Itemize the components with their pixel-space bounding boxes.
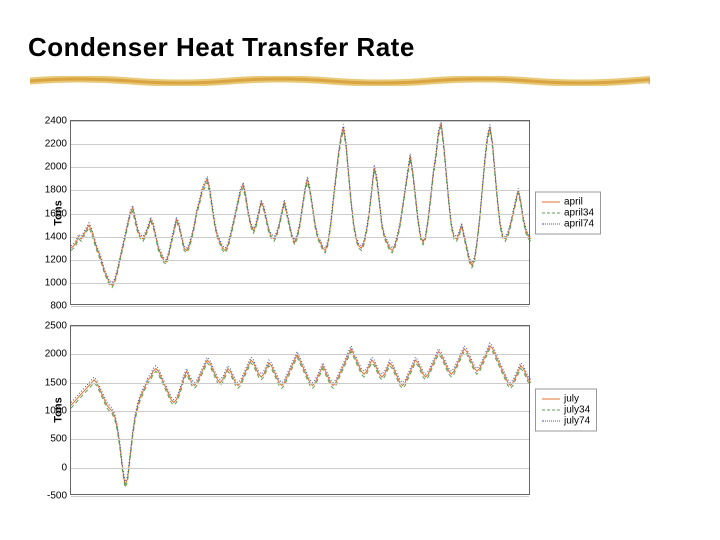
legend-row: april74 <box>542 218 594 229</box>
gridline <box>71 190 529 191</box>
ytick-label: 1800 <box>45 185 67 196</box>
series-line <box>71 127 531 288</box>
legend-label: april34 <box>564 207 594 218</box>
gridline <box>71 468 529 469</box>
gridline <box>71 383 529 384</box>
page-title: Condenser Heat Transfer Rate <box>28 32 415 63</box>
gridline <box>71 326 529 327</box>
legend-label: april74 <box>564 218 594 229</box>
legend-swatch <box>542 410 560 411</box>
ytick-label: 0 <box>61 462 67 473</box>
legend-row: july74 <box>542 416 590 427</box>
legend-row: april34 <box>542 207 594 218</box>
legend-label: july <box>564 394 579 405</box>
chart-april: Tons aprilapril34april74 800100012001400… <box>70 120 530 305</box>
ytick-label: 2500 <box>45 321 67 332</box>
series-line <box>71 121 531 283</box>
legend-swatch <box>542 212 560 213</box>
ytick-label: 2000 <box>45 349 67 360</box>
ytick-label: 800 <box>50 301 67 312</box>
ytick-label: -500 <box>47 491 67 502</box>
ytick-label: 1000 <box>45 277 67 288</box>
gridline <box>71 121 529 122</box>
legend-swatch <box>542 201 560 202</box>
ytick-label: 500 <box>50 434 67 445</box>
ytick-label: 1500 <box>45 377 67 388</box>
gridline <box>71 144 529 145</box>
ytick-label: 1000 <box>45 406 67 417</box>
chart1-plot-area: aprilapril34april74 80010001200140016001… <box>70 120 530 305</box>
legend-label: july34 <box>564 405 590 416</box>
chart2-plot-area: julyjuly34july74 -5000500100015002000250… <box>70 325 530 495</box>
series-line <box>71 123 531 285</box>
gridline <box>71 306 529 307</box>
chart1-legend: aprilapril34april74 <box>535 191 601 234</box>
legend-swatch <box>542 421 560 422</box>
legend-swatch <box>542 399 560 400</box>
gridline <box>71 283 529 284</box>
gridline <box>71 167 529 168</box>
ytick-label: 2200 <box>45 139 67 150</box>
chart-july: Tons julyjuly34july74 -50005001000150020… <box>70 325 530 495</box>
legend-label: july74 <box>564 416 590 427</box>
gridline <box>71 439 529 440</box>
gridline <box>71 214 529 215</box>
legend-swatch <box>542 223 560 224</box>
ytick-label: 1600 <box>45 208 67 219</box>
legend-row: july34 <box>542 405 590 416</box>
legend-label: april <box>564 196 583 207</box>
title-underline <box>30 76 650 86</box>
gridline <box>71 237 529 238</box>
gridline <box>71 354 529 355</box>
ytick-label: 1200 <box>45 254 67 265</box>
gridline <box>71 496 529 497</box>
gridline <box>71 260 529 261</box>
ytick-label: 1400 <box>45 231 67 242</box>
chart2-legend: julyjuly34july74 <box>535 389 597 432</box>
legend-row: july <box>542 394 590 405</box>
ytick-label: 2400 <box>45 116 67 127</box>
ytick-label: 2000 <box>45 162 67 173</box>
gridline <box>71 411 529 412</box>
legend-row: april <box>542 196 594 207</box>
